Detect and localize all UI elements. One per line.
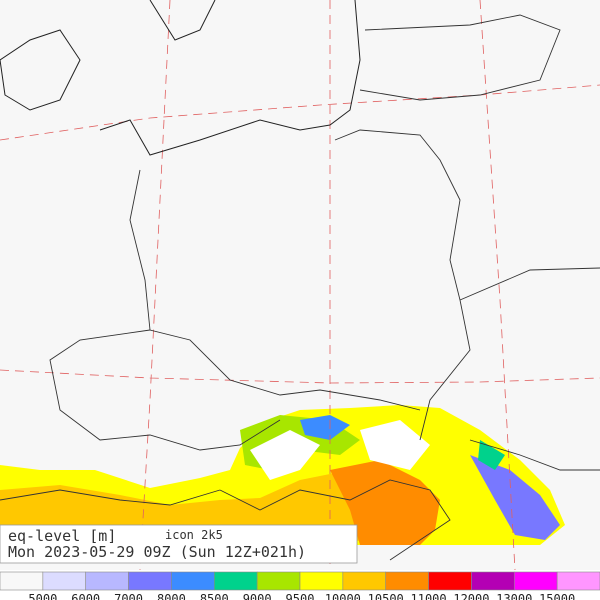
colorbar-swatch bbox=[342, 571, 387, 591]
colorbar-label: 15000 bbox=[539, 592, 575, 600]
colorbar-label: 12000 bbox=[453, 592, 489, 600]
colorbar-label: 7000 bbox=[114, 592, 143, 600]
colorbar-label: 8500 bbox=[200, 592, 229, 600]
colorbar-label: 10000 bbox=[325, 592, 361, 600]
label-box bbox=[0, 524, 358, 564]
colorbar-swatch bbox=[171, 571, 215, 591]
colorbar-swatch bbox=[0, 571, 44, 591]
colorbar-label: 10500 bbox=[368, 592, 404, 600]
field-title: eq-level [m] bbox=[8, 527, 116, 545]
colorbar-label: 5000 bbox=[28, 592, 57, 600]
colorbar-label: 11000 bbox=[411, 592, 447, 600]
borders bbox=[0, 0, 600, 561]
colorbar-swatch bbox=[128, 571, 172, 591]
colorbar-swatch bbox=[513, 571, 558, 591]
colorbar-swatch bbox=[471, 571, 515, 591]
model-name: icon 2k5 bbox=[165, 528, 223, 542]
colorbar: 5000 6000 7000 8000 8500 9000 9500 10000 10500 11… bbox=[0, 571, 600, 600]
graticule bbox=[0, 0, 600, 571]
colorbar-swatch bbox=[42, 571, 87, 591]
colorbar-swatch bbox=[428, 571, 472, 591]
colorbar-label: 13000 bbox=[496, 592, 532, 600]
colorbar-swatch bbox=[85, 571, 129, 591]
colorbar-swatch bbox=[213, 571, 258, 591]
colorbar-label: 6000 bbox=[71, 592, 100, 600]
valid-time: Mon 2023-05-29 09Z (Sun 12Z+021h) bbox=[8, 543, 306, 561]
colorbar-label: 9000 bbox=[243, 592, 272, 600]
colorbar-label: 8000 bbox=[157, 592, 186, 600]
colorbar-swatch bbox=[385, 571, 429, 591]
colorbar-swatch bbox=[556, 571, 600, 591]
colorbar-swatch bbox=[256, 571, 301, 591]
colorbar-label: 9500 bbox=[286, 592, 315, 600]
colorbar-swatch bbox=[299, 571, 344, 591]
